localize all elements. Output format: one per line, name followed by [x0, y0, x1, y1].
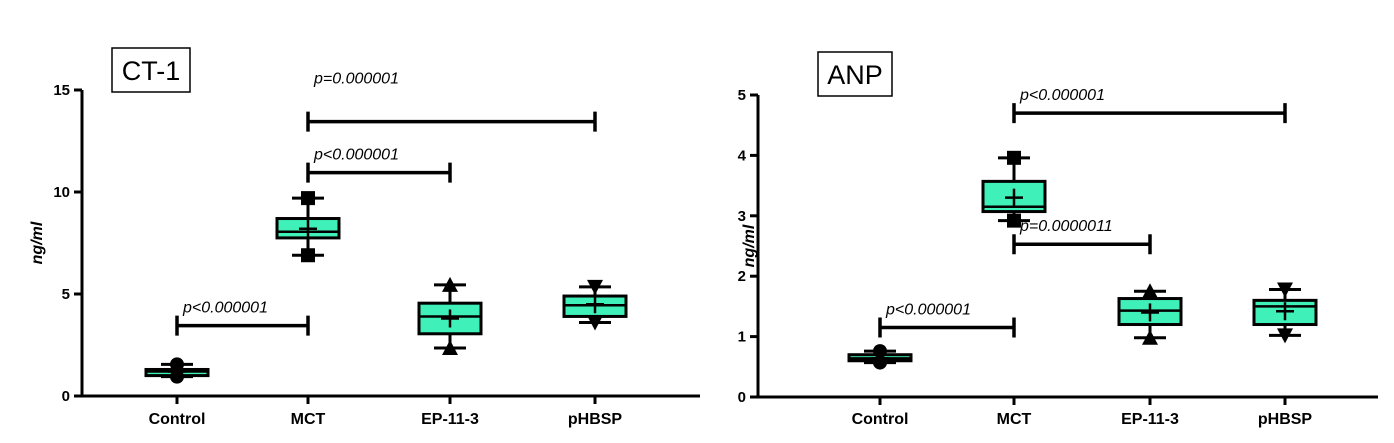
significance-bracket: p<0.000001 [1012, 87, 1287, 124]
y-tick-label: 5 [62, 286, 70, 303]
y-axis-label: ng/ml [29, 221, 46, 264]
x-category-label: MCT [291, 411, 326, 428]
x-category-label: EP-11-3 [421, 411, 479, 428]
y-tick-label: 4 [738, 147, 747, 164]
significance-bracket: p<0.000001 [878, 302, 1016, 338]
chart-title: CT-1 [122, 56, 181, 86]
box-plot-ep-11-3 [417, 276, 483, 356]
ct1-chart-panel: CT-1 ng/ml 0 5 10 15 Control MCT EP-11-3 pHBSP p<0… [29, 47, 700, 428]
significance-bracket: p=0.000001 [306, 71, 597, 132]
max-point [873, 344, 887, 359]
max-point [170, 357, 184, 372]
min-point [1142, 329, 1158, 345]
box-plot-control [144, 357, 210, 384]
max-point [1142, 283, 1158, 299]
x-category-label: MCT [997, 411, 1032, 428]
min-point [442, 340, 458, 356]
max-point [1277, 282, 1293, 298]
box-plot-phbsp [562, 279, 628, 331]
box-plot-mct [981, 150, 1047, 228]
bracket-line [1012, 234, 1152, 255]
bracket-line [175, 315, 310, 336]
x-category-label: Control [852, 411, 909, 428]
box-plot-phbsp [1252, 282, 1318, 344]
max-point [587, 279, 603, 295]
bracket-line [306, 162, 452, 183]
x-category-label: EP-11-3 [1121, 411, 1179, 428]
p-value-label: p=0.000001 [313, 71, 399, 88]
y-tick-label: 2 [738, 268, 746, 285]
max-point [1007, 150, 1021, 165]
box-plot-control [847, 344, 913, 370]
min-point [1277, 328, 1293, 344]
p-value-label: p=0.0000011 [1019, 218, 1113, 235]
min-point [587, 315, 603, 331]
p-value-label: p<0.000001 [182, 300, 268, 317]
p-value-label: p<0.000001 [885, 302, 971, 319]
box-plot-mct [275, 191, 341, 263]
chart-title-box [817, 51, 893, 97]
anp-chart-panel: ANP ng/ml 0 1 2 3 4 5 Control MCT EP-11-3 pHBSP p<0.… [738, 51, 1378, 428]
significance-bracket: p=0.0000011 [1012, 218, 1152, 255]
iqr-box [417, 301, 483, 336]
x-category-label: pHBSP [568, 411, 623, 428]
chart-title: ANP [827, 60, 883, 90]
x-category-label: Control [149, 411, 206, 428]
box-plot-ep-11-3 [1117, 283, 1183, 345]
p-value-label: p<0.000001 [1019, 87, 1105, 104]
y-tick-label: 5 [738, 87, 746, 104]
x-category-label: pHBSP [1258, 411, 1313, 428]
bracket-line [1012, 103, 1287, 124]
min-point [1007, 213, 1021, 228]
p-value-label: p<0.000001 [313, 147, 399, 164]
chart-title-box [111, 47, 191, 93]
significance-bracket: p<0.000001 [306, 147, 452, 183]
y-tick-label: 0 [62, 388, 70, 405]
min-point [301, 248, 315, 263]
max-point [301, 191, 315, 206]
bracket-line [878, 317, 1016, 338]
y-tick-label: 15 [53, 82, 70, 99]
y-tick-label: 3 [738, 208, 746, 225]
max-point [442, 276, 458, 292]
y-tick-label: 0 [738, 389, 746, 406]
y-axis-label: ng/ml [741, 224, 758, 267]
min-point [873, 355, 887, 370]
bracket-line [306, 111, 597, 132]
y-tick-label: 1 [738, 329, 746, 346]
significance-bracket: p<0.000001 [175, 300, 310, 336]
min-point [170, 369, 184, 384]
y-tick-label: 10 [53, 184, 70, 201]
